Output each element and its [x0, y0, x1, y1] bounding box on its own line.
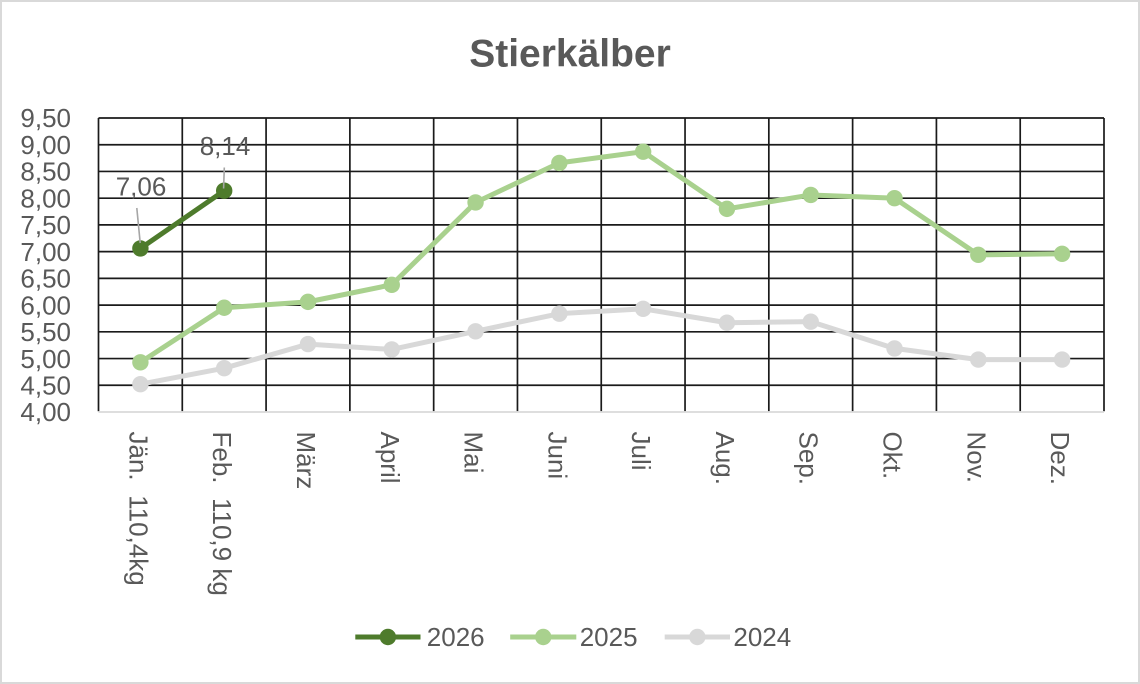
svg-text:7,06: 7,06: [116, 172, 167, 202]
svg-text:Jän. 110,4kg: Jän. 110,4kg: [123, 432, 153, 586]
svg-text:April: April: [375, 432, 405, 484]
svg-text:6,50: 6,50: [20, 264, 71, 294]
svg-text:5,00: 5,00: [20, 344, 71, 374]
svg-text:9,00: 9,00: [20, 130, 71, 160]
svg-text:Feb. 110,9 kg: Feb. 110,9 kg: [207, 432, 237, 596]
svg-text:8,14: 8,14: [200, 131, 251, 161]
svg-text:7,00: 7,00: [20, 237, 71, 267]
svg-text:2026: 2026: [427, 622, 485, 652]
svg-text:Nov.: Nov.: [961, 432, 991, 484]
svg-text:Mai: Mai: [459, 432, 489, 474]
svg-text:Juni: Juni: [542, 432, 572, 480]
svg-text:9,50: 9,50: [20, 103, 71, 133]
svg-text:Juli: Juli: [626, 432, 656, 471]
svg-text:8,00: 8,00: [20, 183, 71, 213]
svg-text:4,50: 4,50: [20, 370, 71, 400]
svg-text:Stierkälber: Stierkälber: [469, 33, 671, 76]
svg-text:Okt.: Okt.: [878, 432, 908, 480]
svg-text:März: März: [291, 432, 321, 490]
svg-text:Dez.: Dez.: [1045, 432, 1075, 485]
svg-text:6,00: 6,00: [20, 290, 71, 320]
svg-text:2025: 2025: [580, 622, 638, 652]
svg-text:7,50: 7,50: [20, 210, 71, 240]
svg-text:Aug.: Aug.: [710, 432, 740, 486]
svg-text:Sep.: Sep.: [794, 432, 824, 486]
svg-text:2024: 2024: [733, 622, 791, 652]
svg-text:8,50: 8,50: [20, 157, 71, 187]
svg-text:5,50: 5,50: [20, 317, 71, 347]
svg-text:4,00: 4,00: [20, 397, 71, 427]
